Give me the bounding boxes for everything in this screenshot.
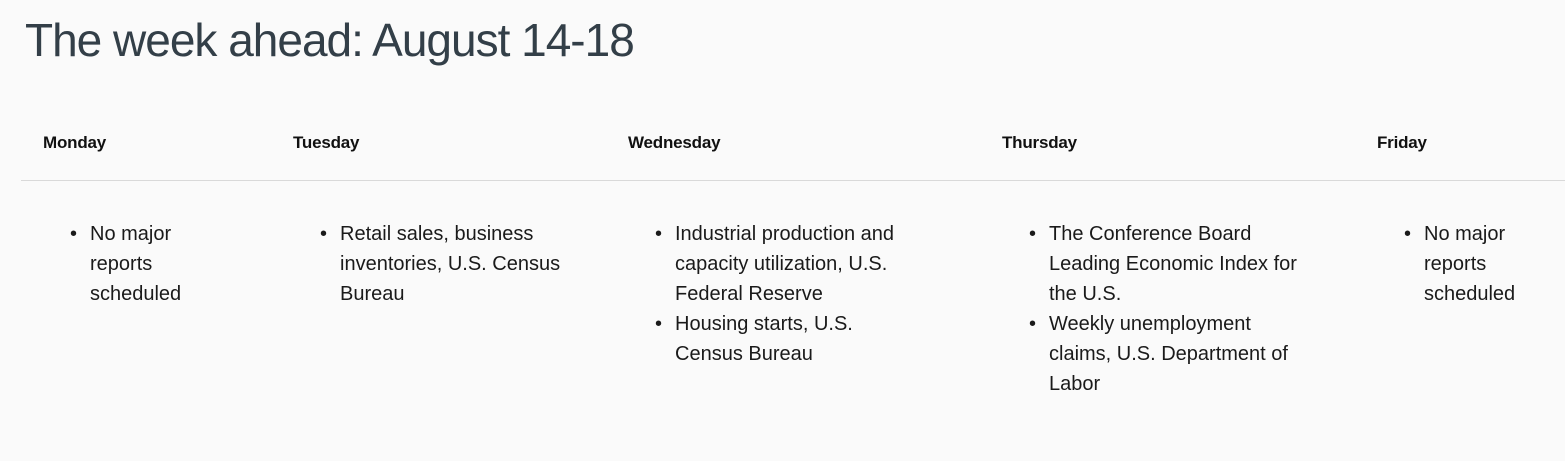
list-item: No major reports scheduled <box>70 219 230 309</box>
page-title: The week ahead: August 14-18 <box>25 14 635 66</box>
week-ahead-section: The week ahead: August 14-18 Monday Tues… <box>0 0 1565 399</box>
day-column-tuesday: Retail sales, business inventories, U.S.… <box>271 181 606 399</box>
list-item: Housing starts, U.S. Census Bureau <box>655 309 915 369</box>
day-column-monday: No major reports scheduled <box>21 181 271 399</box>
event-list: The Conference Board Leading Economic In… <box>1002 219 1355 399</box>
weekly-calendar-table: Monday Tuesday Wednesday Thursday Friday… <box>21 109 1565 399</box>
day-header-monday: Monday <box>21 109 271 181</box>
day-header-wednesday: Wednesday <box>606 109 980 181</box>
event-list: No major reports scheduled <box>43 219 271 309</box>
day-header-thursday: Thursday <box>980 109 1355 181</box>
list-item: Retail sales, business inventories, U.S.… <box>320 219 570 309</box>
list-item: The Conference Board Leading Economic In… <box>1029 219 1311 309</box>
event-list: Industrial production and capacity utili… <box>628 219 980 369</box>
day-column-friday: No major reports scheduled <box>1355 181 1565 399</box>
day-column-wednesday: Industrial production and capacity utili… <box>606 181 980 399</box>
list-item: Weekly unemployment claims, U.S. Departm… <box>1029 309 1311 399</box>
event-list: No major reports scheduled <box>1377 219 1565 309</box>
day-column-thursday: The Conference Board Leading Economic In… <box>980 181 1355 399</box>
list-item: No major reports scheduled <box>1404 219 1564 309</box>
day-header-tuesday: Tuesday <box>271 109 606 181</box>
event-list: Retail sales, business inventories, U.S.… <box>293 219 606 309</box>
day-header-friday: Friday <box>1355 109 1565 181</box>
list-item: Industrial production and capacity utili… <box>655 219 915 309</box>
